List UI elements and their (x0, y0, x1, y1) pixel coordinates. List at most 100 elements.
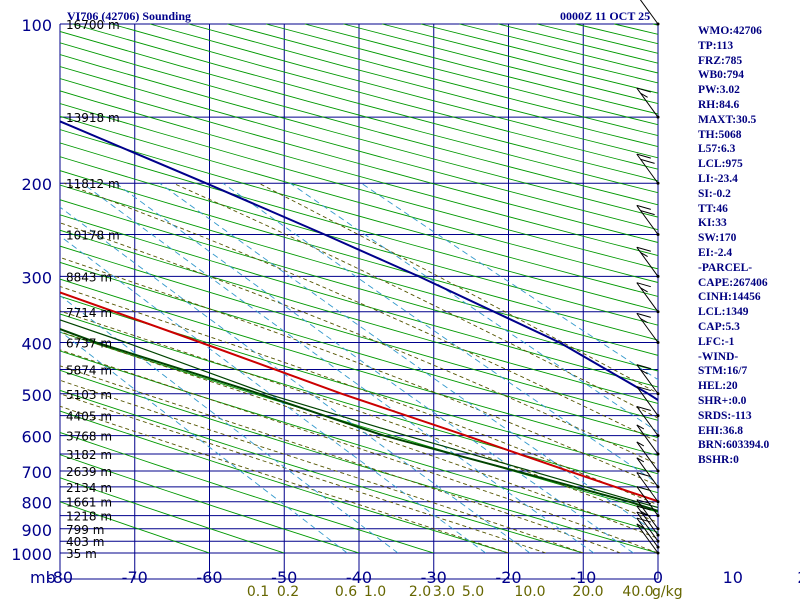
wind-barb-flag (636, 424, 645, 430)
wind-barb (636, 457, 660, 489)
dry-adiabat (60, 78, 658, 243)
dry-adiabat (60, 313, 658, 494)
wind-barb-origin (656, 551, 660, 555)
dry-adiabat (60, 477, 285, 553)
stat-line: TH:5068 (698, 128, 742, 141)
mixing-ratio-lines (60, 182, 658, 553)
dry-adiabat (60, 350, 658, 533)
mixing-ratio-label: 0.6 (335, 584, 357, 600)
wind-barb-staff (636, 153, 659, 184)
stat-line: HEL:20 (698, 380, 738, 393)
wind-barb-origin (656, 181, 660, 185)
pressure-label: 500 (21, 386, 52, 405)
wind-barb-flag (640, 369, 648, 375)
wind-barb-flag (636, 312, 651, 318)
wind-barb-origin (656, 274, 660, 278)
pressure-label: 700 (21, 463, 52, 482)
dry-adiabat (60, 245, 658, 421)
mixing-ratio-line (82, 182, 595, 553)
stat-line: FRZ:785 (698, 54, 743, 67)
wind-barb (636, 204, 660, 237)
height-label: 5874 m (66, 364, 112, 378)
wind-barb-staff (639, 0, 659, 25)
mixing-ratio-label: 20.0 (572, 584, 603, 600)
stat-line: PW:3.02 (698, 84, 740, 97)
stat-line: MAXT:30.5 (698, 113, 757, 126)
wind-barb (636, 87, 660, 119)
stat-line: TT:46 (698, 202, 728, 215)
wind-barb-staff (636, 282, 659, 313)
mixing-ratio-line (60, 294, 399, 553)
stat-line: L57:6.3 (698, 143, 736, 156)
valid-time: 0000Z 11 OCT 25 (560, 9, 651, 23)
wind-barb-origin (656, 115, 660, 119)
dry-adiabat (60, 501, 210, 553)
wind-barb-flag (640, 92, 648, 98)
moist-adiabat (60, 331, 658, 539)
dry-adiabat (60, 142, 658, 312)
wind-barb-origin (656, 533, 660, 537)
height-label: 16700 m (66, 18, 120, 32)
pressure-label: 200 (21, 175, 52, 194)
wind-barb-origin (656, 310, 660, 314)
pressure-label: 800 (21, 494, 52, 513)
stat-line: KI:33 (698, 217, 727, 230)
pressure-label: 900 (21, 521, 52, 540)
pressure-label: 100 (21, 16, 52, 35)
stat-line: SI:-0.2 (698, 187, 731, 200)
mixing-ratio-line (159, 182, 658, 535)
height-label: 1661 m (66, 496, 112, 510)
wind-barb (636, 312, 660, 344)
wind-barb-origin (656, 414, 660, 418)
stat-line: SHR+:0.0 (698, 394, 747, 407)
temperature-tick-label: 10 (723, 568, 743, 587)
mixing-ratio-label: 5.0 (462, 584, 484, 600)
wind-barb-flag (636, 386, 651, 392)
stat-line: WMO:42706 (698, 25, 762, 37)
parcel-line (60, 120, 658, 402)
dry-adiabat (60, 90, 658, 256)
dry-adiabat (60, 431, 434, 553)
wind-barb-staff (636, 386, 659, 416)
height-label: 6737 m (66, 336, 112, 350)
mixing-ratio-label: 0.2 (277, 584, 299, 600)
moist-adiabat (60, 405, 509, 553)
wind-barb-flag (640, 510, 648, 516)
moist-adiabat (60, 286, 658, 506)
mixing-ratio-line (60, 235, 486, 553)
temperature-tick-label: -20 (495, 568, 521, 587)
wind-barb-staff (636, 457, 659, 488)
stat-line: STM:16/7 (698, 365, 748, 378)
dry-adiabat (72, 23, 658, 182)
temperature-tick-label: 20 (797, 568, 800, 587)
height-label: 3182 m (66, 448, 112, 462)
wind-barb-staff (636, 313, 659, 343)
stat-line: LCL:975 (698, 158, 743, 171)
dry-adiabat (60, 454, 360, 553)
moist-adiabat (60, 379, 584, 553)
stat-line: BRN:603394.0 (698, 439, 770, 452)
dry-adiabat (60, 410, 509, 553)
wind-barb-staff (636, 486, 659, 516)
wind-barb-staff (636, 523, 659, 554)
temperature-tick-label: -70 (122, 568, 148, 587)
wind-barb-origin (656, 22, 660, 26)
mixing-ratio-label: 2.0 (409, 584, 431, 600)
dry-adiabat (60, 184, 658, 356)
wind-barb-flag (636, 523, 645, 529)
wind-barb-origin (656, 340, 660, 344)
dry-adiabat (60, 199, 658, 372)
wind-barb-origin (656, 452, 660, 456)
moist-adiabat (173, 182, 658, 419)
wind-barb-flag (636, 282, 651, 288)
stat-line: -PARCEL- (698, 261, 753, 274)
wind-barb (636, 505, 660, 537)
wind-barb-flag (640, 318, 648, 324)
dry-adiabat (60, 229, 658, 404)
wind-barb-staff (636, 205, 659, 235)
wind-barb (636, 486, 660, 518)
pressure-label: 400 (21, 334, 52, 353)
stat-line: LFC:-1 (698, 335, 735, 348)
moist-adiabat (60, 365, 621, 553)
height-label: 4405 m (66, 410, 112, 424)
